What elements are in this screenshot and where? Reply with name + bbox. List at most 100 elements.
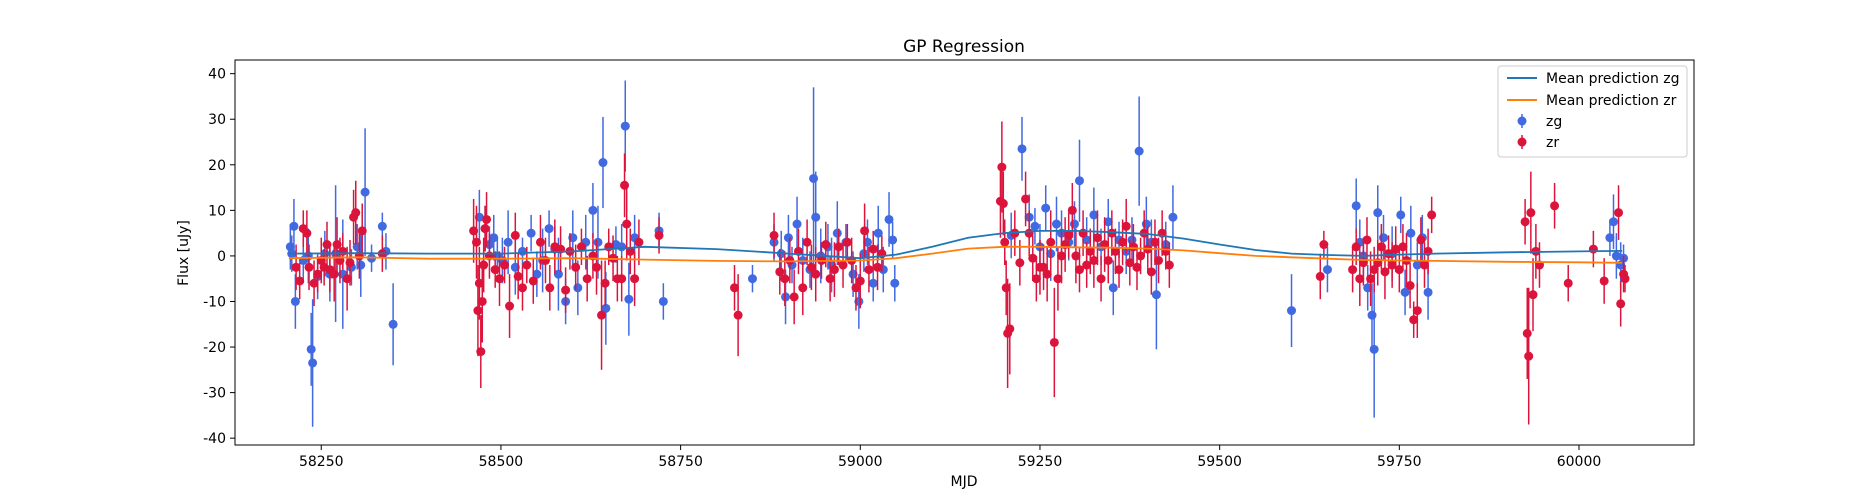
legend-zr-marker-swatch: [1517, 137, 1527, 147]
zr-data-point: [864, 265, 874, 275]
zr-data-point: [617, 274, 627, 284]
zr-data-point: [1005, 324, 1015, 334]
zr-data-point: [1405, 281, 1415, 291]
zr-data-point: [582, 274, 592, 284]
zg-data-point: [289, 221, 299, 231]
x-tick-label: 59250: [1018, 454, 1063, 470]
zr-data-point: [1085, 246, 1095, 256]
zg-data-point: [1103, 217, 1113, 227]
zr-data-point: [1121, 221, 1131, 231]
zr-data-point: [510, 230, 520, 240]
zg-data-point: [873, 228, 883, 238]
zr-data-point: [561, 285, 571, 295]
x-tick-label: 58250: [299, 454, 344, 470]
zg-data-point: [868, 278, 878, 288]
zg-data-point: [884, 214, 894, 224]
mean-prediction-zg-line: [288, 230, 1623, 260]
zr-data-point: [535, 237, 545, 247]
zr-data-point: [1015, 258, 1025, 268]
zr-data-point: [597, 310, 607, 320]
zr-data-point: [625, 246, 635, 256]
zr-data-point: [1351, 242, 1361, 252]
zg-data-point: [1396, 210, 1406, 220]
zg-data-point: [1017, 144, 1027, 154]
zr-data-point: [490, 265, 500, 275]
zr-data-point: [1000, 237, 1010, 247]
zg-data-point: [1367, 310, 1377, 320]
zr-data-point: [780, 274, 790, 284]
zr-data-point: [634, 237, 644, 247]
zr-data-point: [1114, 265, 1124, 275]
zg-data-point: [658, 296, 668, 306]
zg-data-point: [617, 242, 627, 252]
plot-frame: [234, 59, 1695, 446]
zr-data-point: [1150, 237, 1160, 247]
legend-label-mean-zr: Mean prediction zr: [1546, 93, 1677, 109]
zr-data-point: [517, 283, 527, 293]
zr-data-point: [622, 219, 632, 229]
zr-data-point: [1110, 246, 1120, 256]
zr-data-point: [291, 262, 301, 272]
zg-data-point: [588, 205, 598, 215]
zr-data-point: [1362, 235, 1372, 245]
zg-data-point: [747, 274, 757, 284]
zr-data-point: [1369, 265, 1379, 275]
chart-title: GP Regression: [903, 37, 1025, 57]
y-tick-label: 20: [208, 158, 226, 174]
zr-data-point: [1089, 255, 1099, 265]
zr-data-point: [1520, 217, 1530, 227]
zg-data-point: [1373, 208, 1383, 218]
zg-data-point: [1108, 283, 1118, 293]
zg-data-point: [1051, 219, 1061, 229]
plot-area: [285, 80, 1630, 427]
zr-data-point: [1067, 205, 1077, 215]
zr-data-point: [1380, 267, 1390, 277]
zr-data-point: [522, 260, 532, 270]
zr-data-point: [1391, 244, 1401, 254]
zg-data-point: [1030, 221, 1040, 231]
zg-data-point: [290, 296, 300, 306]
zr-data-point: [351, 208, 361, 218]
zr-data-point: [998, 199, 1008, 209]
zg-data-point: [809, 173, 819, 183]
zr-data-point: [505, 301, 515, 311]
zr-data-point: [1416, 235, 1426, 245]
zr-data-point: [1107, 228, 1117, 238]
zr-data-point: [295, 276, 305, 286]
zg-data-point: [544, 224, 554, 234]
zg-data-point: [308, 358, 318, 368]
zg-data-point: [1069, 219, 1079, 229]
zr-data-point: [500, 260, 510, 270]
zg-data-point: [1151, 290, 1161, 300]
zr-data-point: [471, 237, 481, 247]
zr-data-point: [1376, 242, 1386, 252]
zg-data-point: [601, 303, 611, 313]
zg-data-point: [1369, 344, 1379, 354]
y-tick-label: -10: [203, 294, 226, 310]
zg-data-point: [1168, 212, 1178, 222]
zr-data-point: [338, 246, 348, 256]
zg-data-point: [783, 233, 793, 243]
zr-data-point: [868, 244, 878, 254]
zg-data-point: [1379, 233, 1389, 243]
zr-data-point: [1427, 210, 1437, 220]
zg-data-point: [1082, 235, 1092, 245]
zr-data-point: [842, 237, 852, 247]
zr-data-point: [1550, 201, 1560, 211]
zr-data-point: [1042, 269, 1052, 279]
y-tick-label: 40: [208, 67, 226, 83]
zr-data-point: [769, 230, 779, 240]
zr-data-point: [1588, 244, 1598, 254]
zr-data-point: [1164, 260, 1174, 270]
zg-data-point: [1089, 210, 1099, 220]
legend-label-zr: zr: [1546, 135, 1559, 151]
zg-data-point: [388, 319, 398, 329]
zg-data-point: [1423, 287, 1433, 297]
zr-data-point: [1387, 260, 1397, 270]
zr-data-point: [1412, 306, 1422, 316]
zg-data-point: [888, 235, 898, 245]
zr-data-point: [482, 214, 492, 224]
zg-data-point: [890, 278, 900, 288]
zr-data-point: [798, 283, 808, 293]
